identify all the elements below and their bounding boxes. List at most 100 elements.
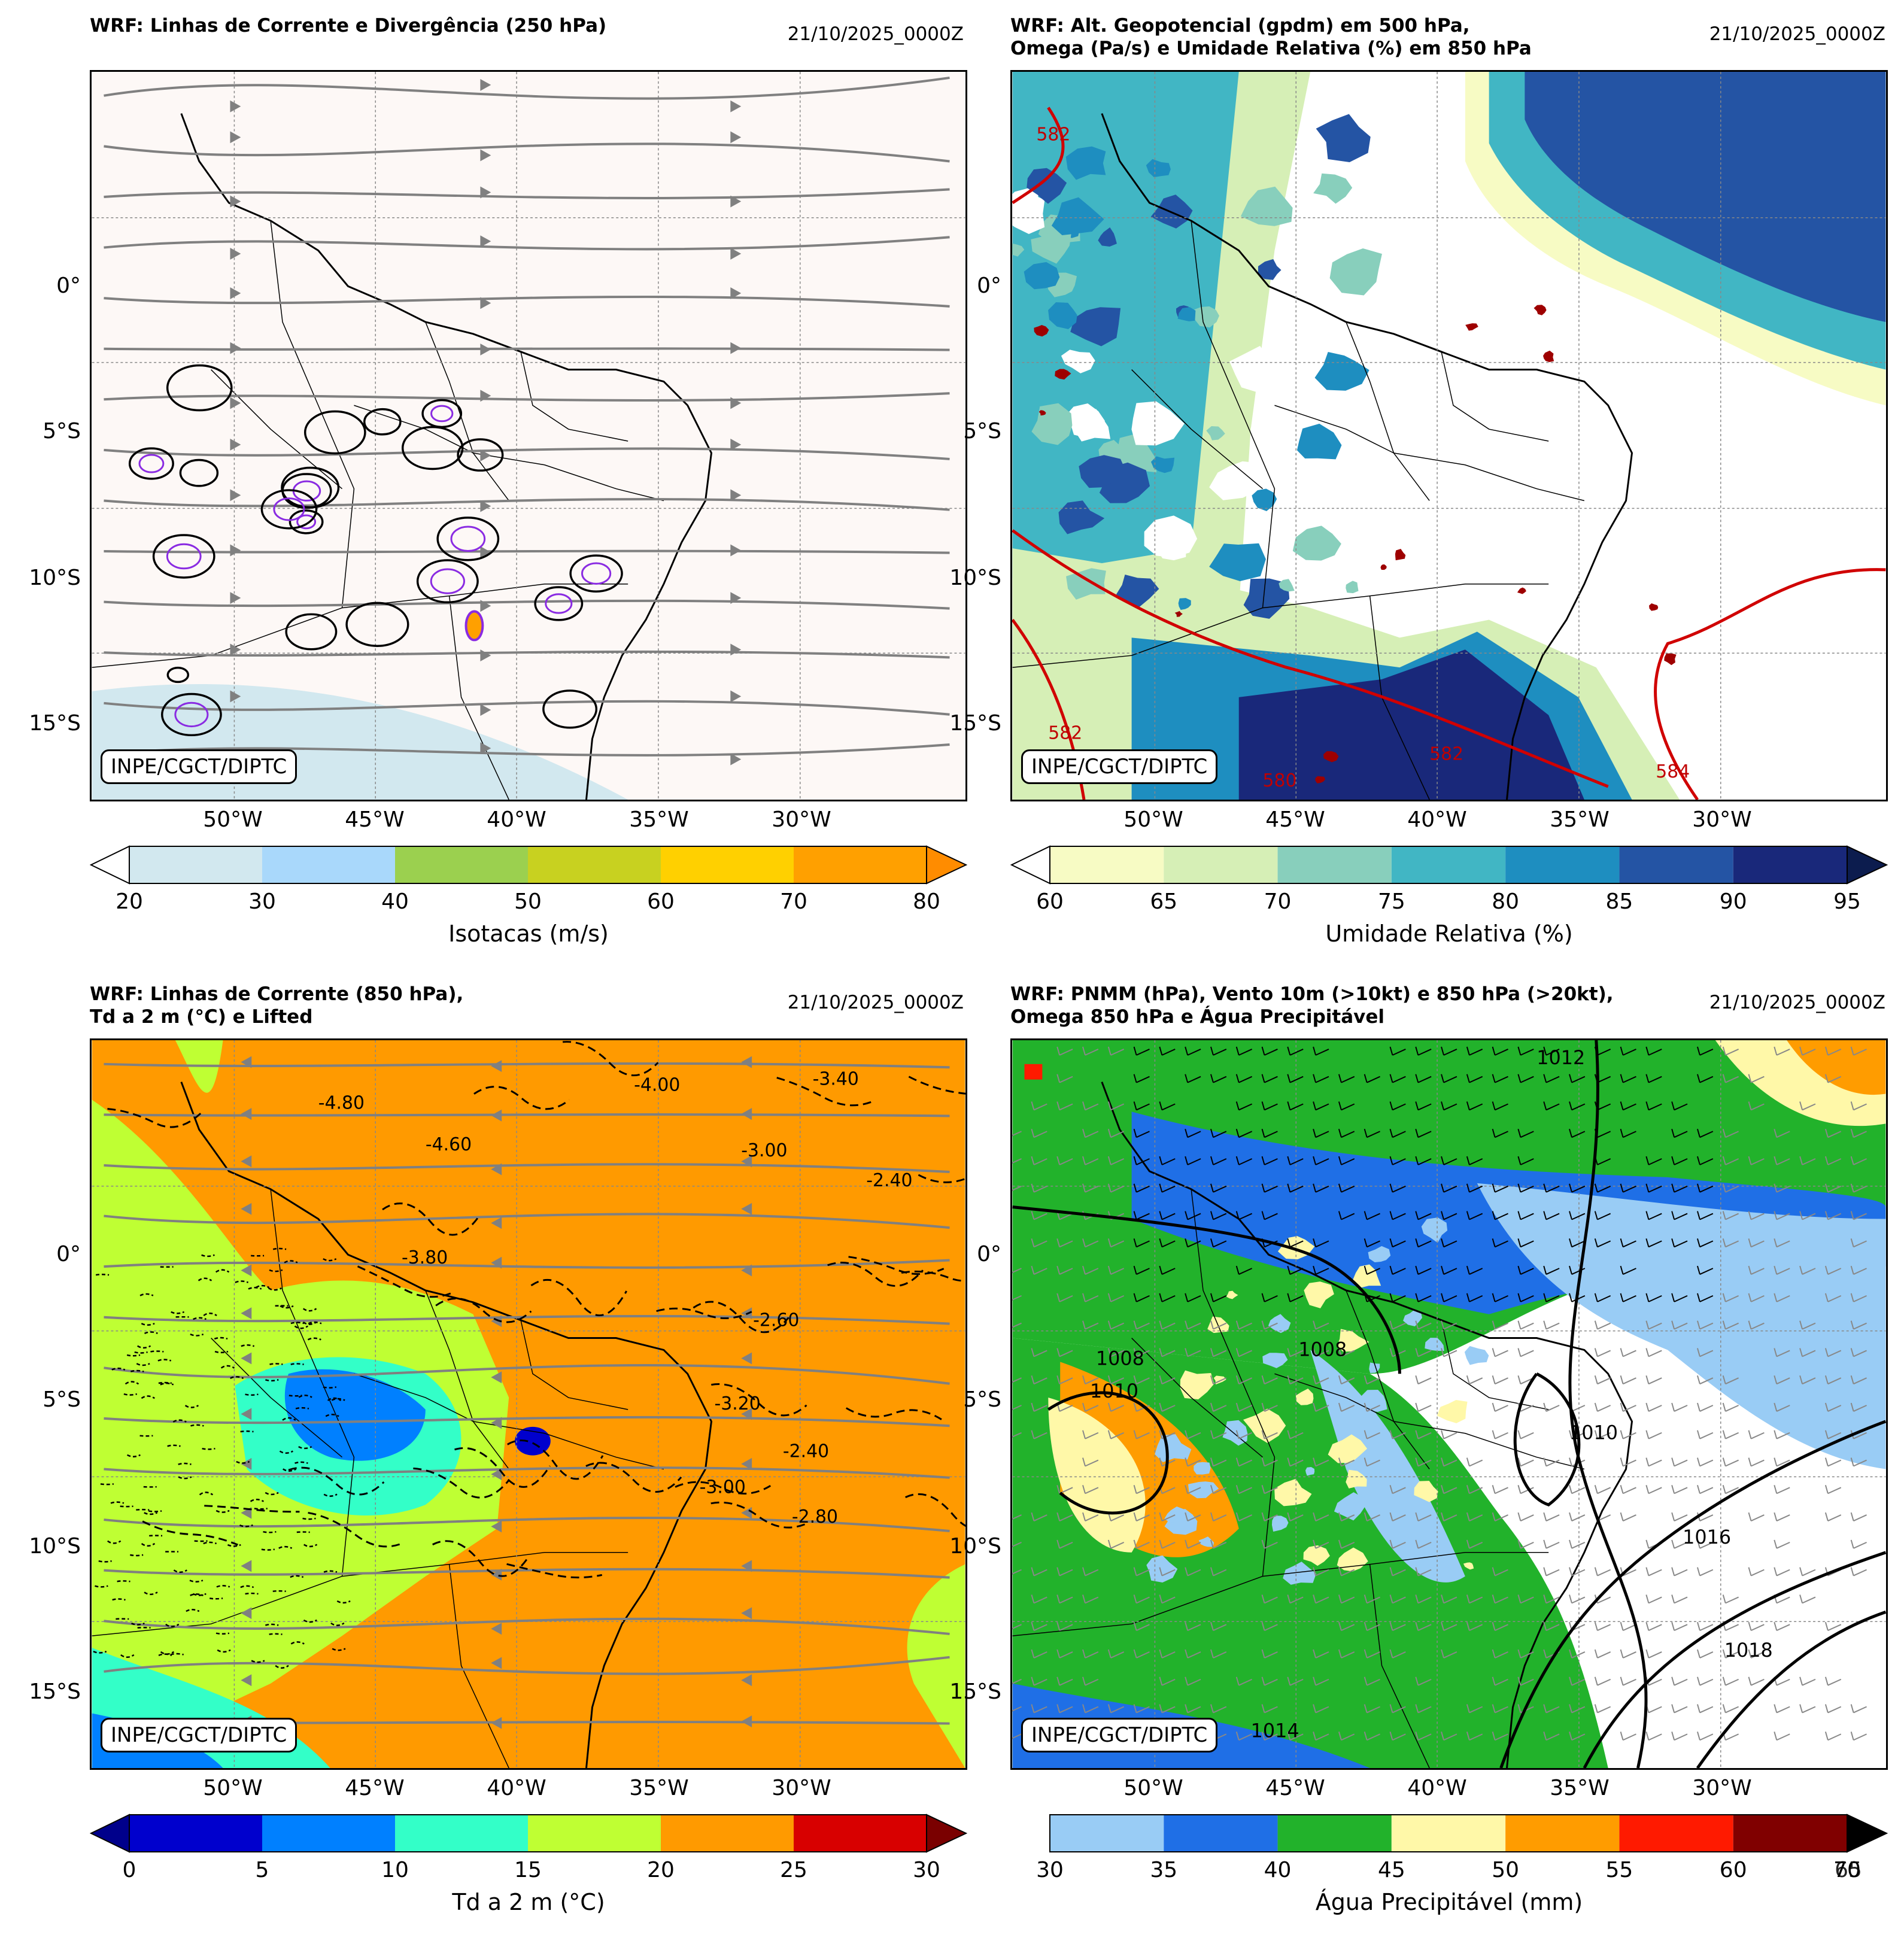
wind-barb [1313, 1101, 1329, 1111]
geopotential-label: 582 [1036, 124, 1070, 145]
lifted-index-contour [201, 1254, 215, 1258]
wind-barb [1107, 1348, 1125, 1357]
streamline-arrow [230, 438, 241, 451]
pw-field [1787, 1040, 1886, 1095]
wind-barb [1671, 1156, 1688, 1165]
streamline-arrow [241, 1202, 252, 1215]
lifted-index-contour [918, 1174, 965, 1183]
wind-barb [1824, 1293, 1842, 1302]
field-patch [1267, 517, 1291, 537]
wind-barb [1722, 1375, 1739, 1385]
wind-barb [1799, 1567, 1816, 1577]
field-patch [1301, 314, 1333, 338]
wind-barb [1338, 1074, 1355, 1083]
lifted-index-contour [245, 1592, 259, 1595]
lifted-index-contour [214, 1350, 229, 1354]
field-patch [1206, 426, 1225, 441]
wind-barb [1645, 1183, 1662, 1193]
streamline-arrow [480, 390, 491, 402]
field-patch [1258, 259, 1282, 280]
wind-barb [1287, 1457, 1304, 1467]
wind-barb [1185, 1128, 1201, 1138]
wind-barb [1338, 1101, 1355, 1111]
divergence-contour [166, 666, 190, 684]
wind-barb [1313, 1567, 1329, 1577]
geopotential-label: 582 [1429, 743, 1463, 764]
wind-barb [1082, 1402, 1099, 1412]
wind-barb [1696, 1128, 1714, 1138]
wind-barb [1799, 1704, 1816, 1714]
wind-barb [1543, 1594, 1560, 1604]
pressure-label: 1008 [1096, 1347, 1144, 1369]
wind-barb [1722, 1293, 1739, 1302]
panel-date: 21/10/2025_0000Z [787, 23, 964, 45]
divergence-contour-strong [430, 568, 465, 594]
geopotential-label: 584 [1656, 761, 1690, 782]
wind-barb [1210, 1320, 1227, 1330]
latitude-label: 0° [56, 1242, 81, 1266]
field-patch [1070, 307, 1121, 347]
field-patch [1316, 114, 1371, 162]
wind-barb [1261, 1621, 1278, 1632]
lifted-index-contour [325, 1413, 339, 1417]
pressure-label: 1010 [1090, 1380, 1138, 1402]
wind-barb [1287, 1676, 1304, 1686]
wind-barb [1133, 1046, 1150, 1056]
wind-barb [1799, 1156, 1816, 1165]
wind-barb [1287, 1183, 1304, 1193]
streamline-arrow [230, 690, 241, 703]
wind-barb [1722, 1430, 1739, 1439]
lifted-index-contour [123, 1393, 138, 1396]
wind-barb [1031, 1238, 1047, 1248]
lifted-index-contour [280, 1305, 294, 1309]
longitude-label: 35°W [629, 1776, 689, 1800]
wind-barb [1185, 1676, 1201, 1686]
lifted-index-contour [236, 1460, 250, 1464]
wind-barb [1364, 1211, 1380, 1220]
wind-barb [1389, 1539, 1406, 1549]
streamline-arrow [480, 149, 491, 162]
wind-barb [1185, 1430, 1201, 1439]
streamline-arrow [241, 1408, 252, 1420]
wind-barb [1012, 1158, 1022, 1164]
lifted-index-contour [235, 1280, 249, 1283]
wind-barb [1799, 1265, 1816, 1275]
wind-barb [1185, 1320, 1201, 1330]
wind-barb [1748, 1238, 1765, 1248]
longitude-label: 30°W [772, 1776, 831, 1800]
wind-barb [1082, 1293, 1099, 1302]
wind-barb [1415, 1074, 1432, 1083]
lifted-index-contour [290, 1641, 305, 1645]
wind-barb [1824, 1676, 1842, 1686]
wind-barb [1671, 1457, 1688, 1467]
wind-barb [1671, 1183, 1688, 1193]
state-border [1131, 369, 1264, 490]
lifted-index-contour [98, 1560, 112, 1563]
td-field [907, 1564, 965, 1768]
wind-barb [1012, 1268, 1022, 1274]
colorbar-tick-label: 5 [255, 1858, 269, 1882]
wind-barb [1569, 1594, 1586, 1604]
divergence-contour [363, 408, 402, 436]
wind-barb [1466, 1211, 1483, 1220]
wind-barb [1338, 1621, 1355, 1632]
wind-barb [1774, 1567, 1790, 1577]
wind-barb [1799, 1046, 1816, 1056]
wind-barb [1569, 1649, 1586, 1659]
wind-barb [1389, 1046, 1406, 1056]
wind-barb [1159, 1539, 1176, 1549]
colorbar-tick-label: 10 [381, 1858, 409, 1882]
wind-barb [1492, 1732, 1508, 1741]
colorbar-extend-under [1010, 845, 1050, 885]
lifted-index-label: -4.00 [634, 1075, 680, 1096]
wind-barb [1466, 1485, 1483, 1495]
wind-barb [1620, 1485, 1636, 1495]
wind-barb [1389, 1211, 1406, 1220]
field-patch [1065, 403, 1106, 439]
wind-barb [1850, 1457, 1867, 1467]
lifted-index-contour [248, 1287, 262, 1290]
wind-barb [1850, 1293, 1867, 1302]
wind-barb [1748, 1320, 1765, 1330]
wind-barb [1645, 1485, 1662, 1495]
wind-barb [1620, 1183, 1636, 1193]
